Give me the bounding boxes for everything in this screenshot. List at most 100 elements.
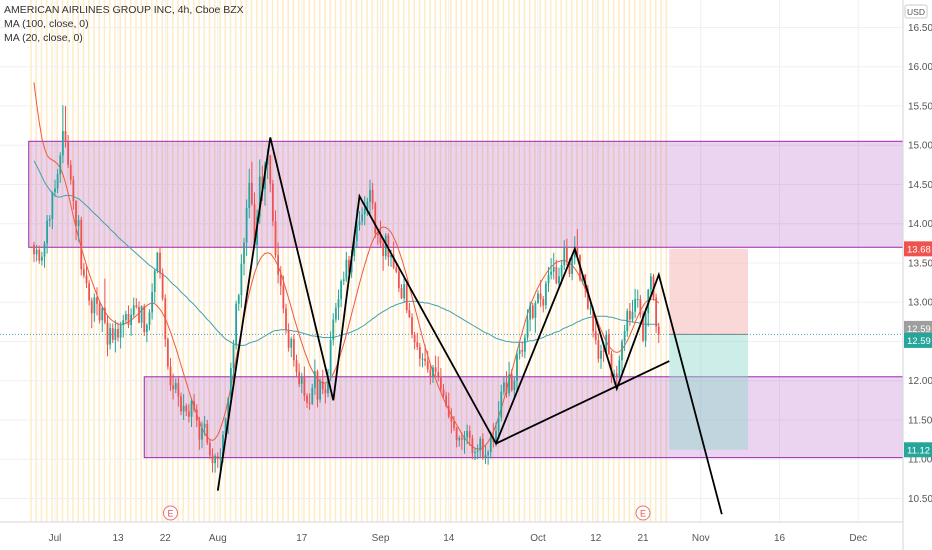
candle-body [148, 312, 151, 325]
candle [329, 331, 332, 382]
earnings-marker[interactable]: E [163, 505, 178, 521]
symbol-title[interactable]: AMERICAN AIRLINES GROUP INC, 4h, Cboe BZ… [4, 4, 244, 16]
session-stripe [429, 0, 431, 522]
candle [180, 392, 182, 416]
candle [117, 322, 119, 342]
candle-body [75, 200, 77, 227]
candle [366, 197, 369, 216]
candle [408, 302, 411, 318]
y-tick-label: 11.00 [908, 455, 932, 466]
candle [516, 350, 518, 391]
session-stripe [654, 0, 657, 522]
candle-body [138, 306, 140, 323]
candle-body [332, 319, 335, 340]
session-stripe [408, 0, 410, 522]
candle [484, 445, 487, 464]
candle [453, 416, 455, 431]
candle [363, 196, 366, 226]
candle [211, 448, 214, 473]
candle [111, 323, 114, 344]
candle-body [547, 274, 550, 284]
candle-body [628, 310, 631, 320]
session-stripe [539, 0, 542, 522]
candle [321, 369, 324, 395]
candle-body [271, 183, 274, 222]
candle [626, 308, 629, 337]
candle [88, 280, 91, 306]
candle-body [594, 331, 597, 340]
candle-body [426, 361, 429, 370]
candle [324, 383, 327, 404]
session-stripe [213, 0, 216, 522]
candle [424, 344, 427, 366]
candle [555, 259, 558, 285]
candle-body [40, 256, 43, 261]
candle-body [602, 350, 605, 352]
session-stripe [486, 0, 489, 522]
candle-body [292, 339, 295, 361]
candle-body [88, 283, 91, 301]
candle [245, 199, 248, 256]
candle-body [513, 380, 516, 391]
zone-rectangle-1 [28, 140, 903, 248]
candle-body [93, 297, 96, 314]
candle-body [313, 371, 316, 388]
candle [487, 449, 490, 465]
session-stripe [129, 0, 132, 522]
candle-body [96, 297, 98, 304]
candle-body [80, 219, 83, 270]
candle [101, 306, 104, 333]
price-axis[interactable]: 10.5011.0011.5012.0012.5013.0013.5014.00… [904, 4, 932, 505]
session-stripe [229, 0, 232, 522]
candle-body [159, 252, 161, 274]
session-stripe [318, 0, 321, 522]
candle-body [43, 243, 46, 257]
candle [361, 207, 364, 226]
candle-body [111, 328, 114, 340]
earnings-marker[interactable]: E [635, 505, 651, 521]
candle [277, 242, 280, 284]
session-stripe [502, 0, 505, 522]
candle [502, 377, 505, 395]
candle-body [56, 174, 59, 189]
candle-body [82, 269, 85, 276]
session-stripe [602, 0, 605, 522]
candle [458, 435, 461, 447]
currency-box[interactable] [904, 4, 928, 19]
session-stripe [413, 0, 416, 522]
candle [182, 394, 185, 420]
candle-body [124, 313, 127, 321]
y-tick-label: 10.50 [908, 494, 932, 505]
candle [195, 404, 198, 428]
candle [54, 179, 56, 198]
candle [445, 391, 448, 408]
earnings-badge[interactable] [635, 505, 651, 521]
candle-body [109, 328, 112, 345]
candle-body [119, 324, 122, 338]
session-stripe [171, 0, 174, 522]
time-axis[interactable]: Jul 13 22 Aug 17 Sep 14 Oct 12 21 Nov 16 Dec [49, 533, 868, 544]
candle [119, 321, 122, 349]
candle [471, 434, 474, 460]
candle-body [382, 243, 385, 256]
candle-body [35, 249, 38, 255]
candle-body [363, 208, 366, 215]
session-stripe [460, 0, 463, 522]
session-stripe [444, 0, 447, 522]
candle [565, 238, 568, 266]
candle-body [358, 221, 361, 226]
ma100-legend[interactable]: MA (100, close, 0) [4, 18, 89, 30]
candle [539, 280, 542, 307]
pattern-line-2[interactable] [495, 360, 670, 445]
earnings-badge[interactable] [163, 505, 178, 521]
candle [138, 301, 140, 324]
candle-body [72, 179, 75, 201]
ma20-legend[interactable]: MA (20, close, 0) [4, 32, 83, 44]
candle [64, 105, 67, 148]
candle [287, 323, 290, 352]
candle [201, 421, 203, 449]
candle [127, 305, 130, 329]
candle-body [521, 350, 524, 352]
